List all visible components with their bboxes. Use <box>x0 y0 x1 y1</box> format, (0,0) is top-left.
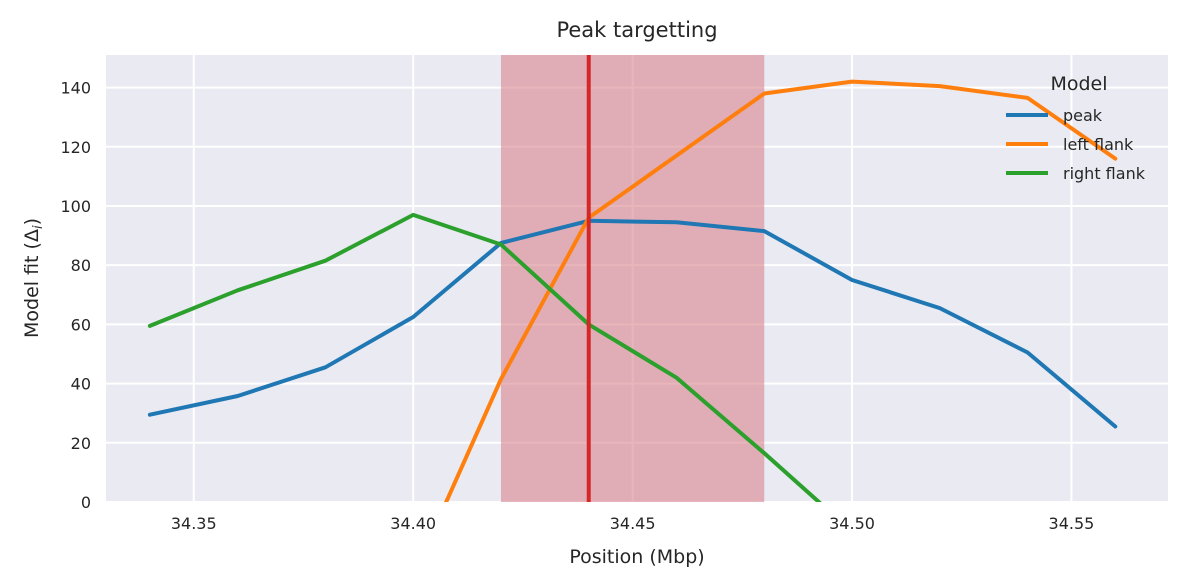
highlight-region-layer <box>500 55 765 502</box>
y-axis-label: Model fit (Δi) <box>21 218 46 338</box>
legend-title: Model <box>1050 73 1107 95</box>
y-tick-label: 80 <box>71 256 91 275</box>
legend-label: peak <box>1063 106 1103 125</box>
y-tick-label: 0 <box>81 493 91 512</box>
y-tick-label: 100 <box>60 197 91 216</box>
legend: Model peak left flank right flank <box>1006 73 1146 183</box>
legend-label: left flank <box>1063 135 1134 154</box>
y-tick-label: 60 <box>71 315 91 334</box>
x-axis-ticks: 34.35 34.40 34.45 34.50 34.55 <box>171 514 1094 533</box>
series-line-left-flank <box>444 79 1118 502</box>
x-tick-label: 34.40 <box>390 514 436 533</box>
y-axis-ticks: 0 20 40 60 80 100 120 140 <box>60 79 91 512</box>
x-axis-label: Position (Mbp) <box>569 546 704 568</box>
legend-label: right flank <box>1063 164 1146 183</box>
chart-title: Peak targetting <box>556 18 717 42</box>
series-layer <box>147 79 1118 502</box>
legend-items: peak left flank right flank <box>1006 106 1146 183</box>
series-line-right-flank <box>147 212 822 502</box>
y-tick-label: 140 <box>60 79 91 98</box>
y-tick-label: 20 <box>71 434 91 453</box>
x-tick-label: 34.55 <box>1049 514 1095 533</box>
x-tick-label: 34.35 <box>171 514 217 533</box>
x-tick-label: 34.50 <box>829 514 875 533</box>
x-tick-label: 34.45 <box>610 514 656 533</box>
y-tick-label: 120 <box>60 138 91 157</box>
highlight-region <box>500 55 765 502</box>
series-line-peak <box>147 218 1118 429</box>
y-tick-label: 40 <box>71 375 91 394</box>
y-axis-label-main: Model fit (Δ <box>21 229 43 338</box>
y-axis-label-end: ) <box>21 218 43 225</box>
y-axis-label-subscript: i <box>31 225 46 229</box>
